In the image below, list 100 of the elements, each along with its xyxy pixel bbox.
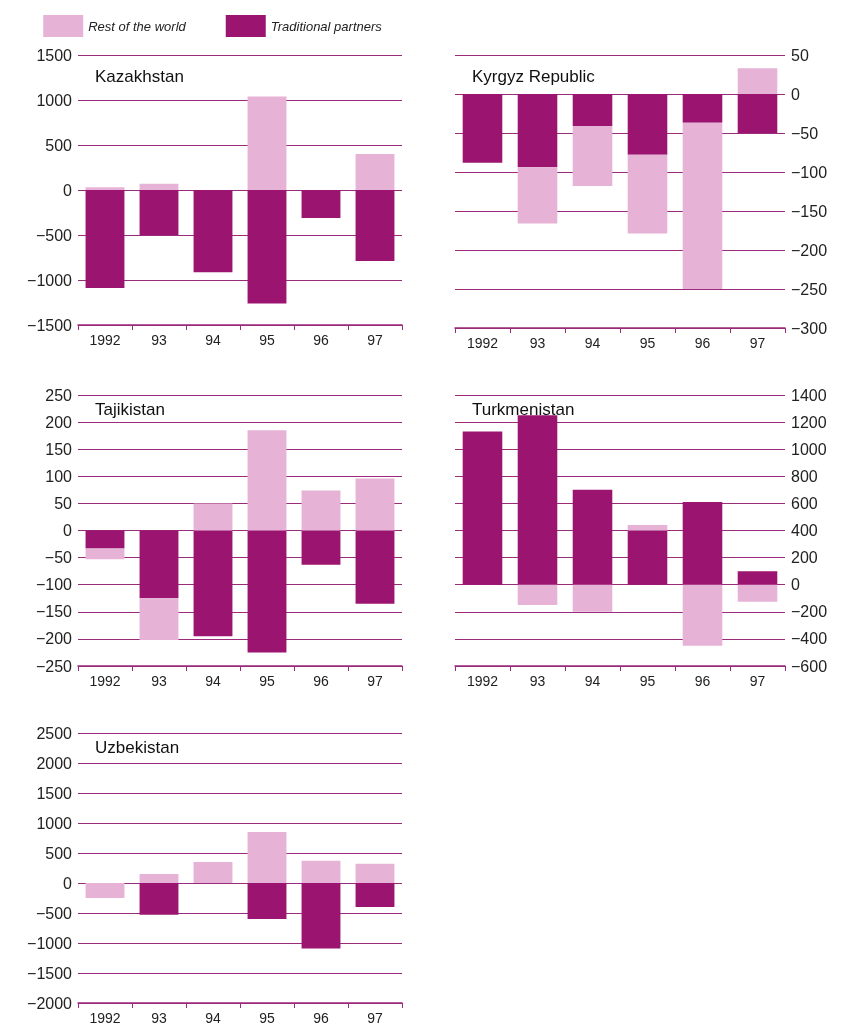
bar: [737, 68, 778, 94]
text: Kazakhstan: [95, 67, 184, 86]
y-tick-label: 500: [45, 844, 73, 862]
x-tick-label: 93: [529, 335, 546, 351]
bar: [247, 190, 287, 304]
x-tick-label: 96: [313, 1010, 329, 1026]
bar: [462, 94, 503, 163]
bar: [85, 190, 125, 289]
text: Kyrgyz Republic: [472, 67, 596, 86]
bar: [139, 530, 179, 599]
bar: [737, 571, 778, 585]
y2-tick-label: 1200: [791, 413, 827, 431]
y2-tick-label: 600: [791, 494, 818, 512]
x-tick-label: 97: [367, 673, 383, 689]
x-tick-label: 95: [259, 332, 275, 348]
x-tick-label: 97: [367, 332, 383, 348]
y-tick-label: −150: [35, 603, 73, 621]
y2-tick-label: 0: [791, 85, 800, 103]
bar: [139, 874, 179, 883]
y-tick-label: 1500: [36, 46, 73, 64]
x-tick-label: 1992: [89, 1010, 121, 1026]
x-tick-label: 96: [694, 335, 711, 351]
bar: [301, 883, 341, 949]
bar: [517, 167, 558, 224]
y-tick-label: 50: [54, 494, 73, 512]
x-tick-label: 97: [749, 335, 766, 351]
y-tick-label: 1000: [36, 814, 73, 832]
y-tick-label: −1000: [27, 271, 73, 289]
x-tick-label: 95: [639, 673, 656, 689]
y-tick-label: −1500: [27, 316, 73, 334]
x-tick-label: 1992: [466, 335, 499, 351]
bar: [682, 502, 723, 585]
y-tick-label: 500: [45, 136, 73, 154]
bar: [301, 190, 341, 218]
bar: [627, 525, 668, 531]
bar: [85, 883, 125, 898]
y2-tick-label: −50: [791, 124, 819, 142]
bar: [139, 883, 179, 915]
x-tick-label: 95: [639, 335, 656, 351]
bar: [247, 832, 287, 883]
bar: [193, 503, 233, 531]
chart-title: Turkmenistan: [472, 400, 575, 419]
bar: [193, 862, 233, 883]
x-tick-label: 94: [205, 332, 221, 348]
x-tick-label: 95: [259, 673, 275, 689]
y-tick-label: −2000: [27, 994, 73, 1012]
x-tick-label: 93: [151, 673, 167, 689]
y2-tick-label: 400: [791, 522, 818, 539]
bar: [139, 183, 179, 190]
bar: [355, 190, 395, 262]
y-tick-label: 2500: [36, 724, 73, 742]
y2-tick-label: 1400: [791, 386, 827, 404]
bar: [627, 154, 668, 234]
bar: [301, 860, 341, 883]
y-tick-label: 1000: [36, 91, 73, 109]
y-tick-label: 150: [45, 440, 73, 458]
y-tick-label: 0: [63, 874, 73, 892]
bar: [682, 94, 723, 123]
x-tick-label: 95: [259, 1010, 275, 1026]
x-tick-label: 96: [313, 673, 329, 689]
y-tick-label: 0: [63, 181, 73, 199]
bar: [355, 883, 395, 907]
bar: [572, 489, 613, 585]
bar: [682, 122, 723, 289]
legend-label: Traditional partners: [270, 18, 383, 34]
y2-tick-label: 800: [791, 467, 818, 485]
bar: [85, 530, 125, 549]
bar: [247, 530, 287, 653]
y2-tick-label: −300: [791, 319, 828, 337]
y-tick-label: 1500: [36, 784, 73, 802]
y-tick-label: 0: [63, 522, 73, 539]
y2-tick-label: −150: [791, 202, 828, 220]
x-tick-label: 94: [584, 335, 601, 351]
y2-tick-label: −400: [791, 630, 828, 648]
bar: [462, 431, 503, 585]
bar: [193, 190, 233, 273]
bar: [247, 96, 287, 190]
bar: [355, 863, 395, 883]
y-tick-label: 200: [45, 413, 73, 431]
x-tick-label: 1992: [89, 332, 121, 348]
y2-tick-label: −100: [791, 163, 828, 181]
y2-tick-label: 200: [791, 549, 818, 567]
x-tick-label: 1992: [89, 673, 121, 689]
bar: [139, 190, 179, 235]
bar: [517, 94, 558, 168]
bar: [355, 154, 395, 190]
bar: [355, 530, 395, 604]
chart-title: Tajikistan: [95, 400, 165, 419]
y-tick-label: 2000: [36, 754, 73, 772]
y-tick-label: −1000: [27, 934, 73, 952]
bar: [627, 94, 668, 155]
bar: [627, 530, 668, 585]
bar: [737, 584, 778, 602]
y-tick-label: −500: [35, 226, 73, 244]
x-tick-label: 1992: [466, 673, 499, 689]
y-tick-label: −250: [35, 657, 73, 675]
bar: [85, 548, 125, 560]
legend-label: Rest of the world: [88, 18, 187, 34]
y2-tick-label: −200: [791, 241, 828, 259]
y-tick-label: −50: [44, 549, 73, 567]
